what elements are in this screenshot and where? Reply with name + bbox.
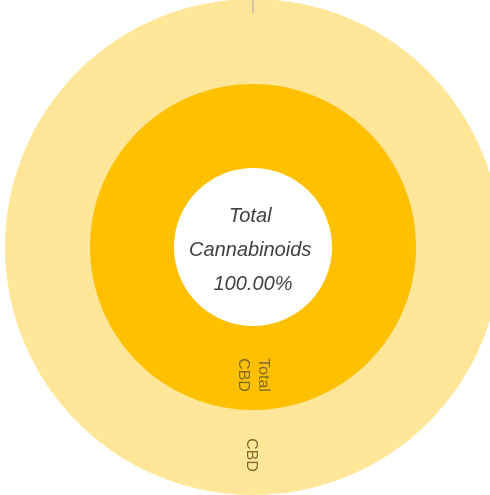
- inner-ring-label-line1: Total: [255, 358, 272, 392]
- outer-ring-label: CBD: [243, 438, 260, 472]
- inner-ring-label-line2: CBD: [235, 358, 252, 392]
- center-label-line3: 100.00%: [214, 273, 293, 295]
- center-label-line2: Cannabinoids: [189, 239, 311, 261]
- center-label-line1: Total: [229, 205, 272, 227]
